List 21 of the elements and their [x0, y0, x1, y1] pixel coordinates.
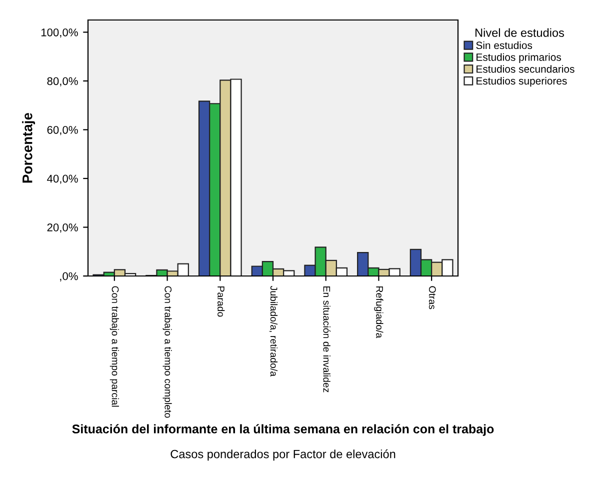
- x-tick-label: Con trabajo a tiempo completo: [162, 286, 172, 418]
- y-tick-label: ,0%: [60, 272, 78, 282]
- y-axis-title: Porcentaje: [22, 112, 36, 183]
- x-axis-title: Situación del informante en la última semana en relación con el trabajo: [72, 424, 494, 436]
- y-tick-label: 60,0%: [47, 126, 78, 136]
- y-tick-label: 100,0%: [41, 28, 78, 38]
- legend-label: Sin estudios: [476, 41, 532, 50]
- legend-label: Estudios superiores: [476, 76, 567, 87]
- x-tick-label: Otras: [428, 286, 436, 310]
- y-tick-label: 40,0%: [47, 174, 78, 184]
- legend-label: Estudios secundarios: [476, 65, 574, 73]
- x-tick-label: En situación de invalidez: [323, 286, 331, 392]
- text: Casos ponderados por Factor de elevación: [170, 449, 396, 461]
- x-tick-label: Parado: [218, 286, 225, 317]
- legend-title: Nivel de estudios: [476, 28, 564, 37]
- x-tick-label: Con trabajo a tiempo parcial: [110, 286, 119, 407]
- x-tick-label: Refugiado/a: [374, 286, 384, 338]
- y-tick-label: 80,0%: [47, 77, 78, 86]
- y-tick-label: 20,0%: [47, 224, 78, 233]
- legend-label: Estudios primarios: [476, 53, 562, 63]
- x-tick-label: Jubilado/a, retirado/a: [269, 286, 278, 377]
